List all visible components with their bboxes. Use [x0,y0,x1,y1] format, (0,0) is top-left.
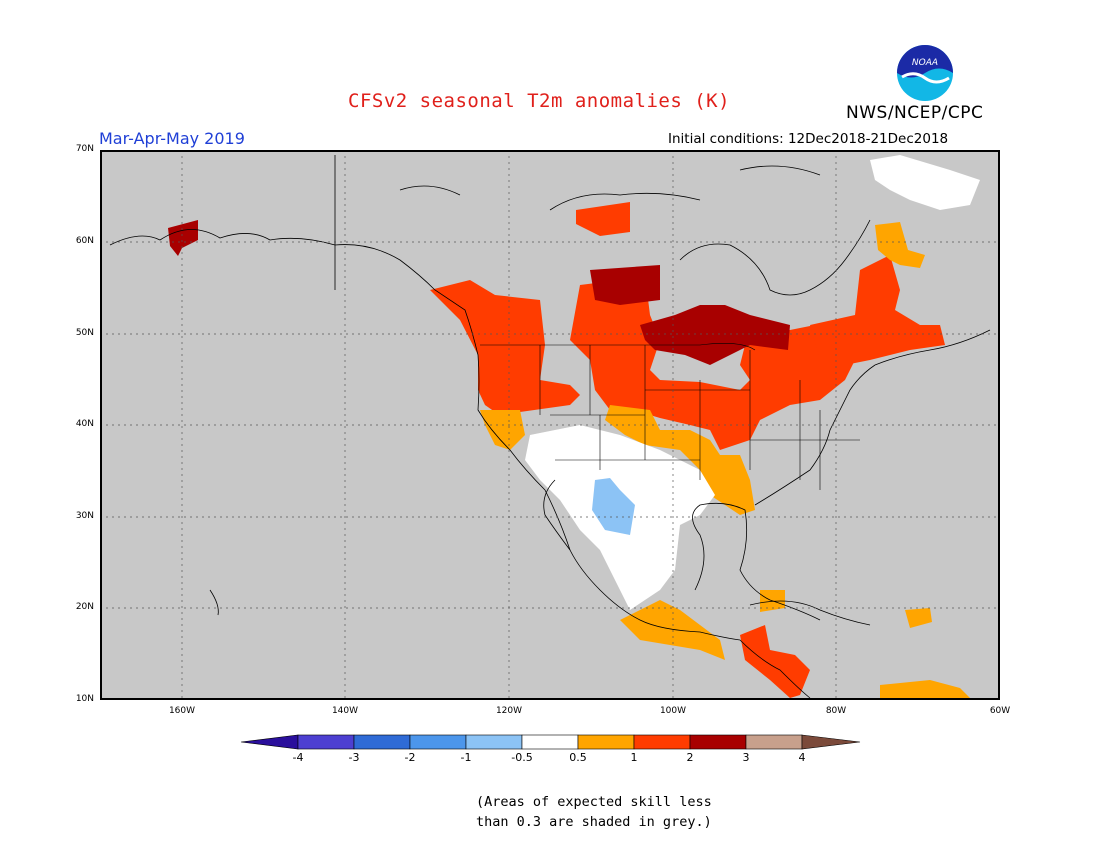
colorbar-swatch [353,734,411,750]
skill-note-line-2: than 0.3 are shaded in grey.) [476,814,712,830]
initial-conditions: Initial conditions: 12Dec2018-21Dec2018 [668,131,949,147]
map-frame [100,150,1000,700]
patch-alaska [168,220,198,256]
patch-hudson [576,202,630,236]
lat-label-40: 40N [75,419,94,429]
patch-caribbean [905,608,932,628]
lat-label-20: 20N [75,602,94,612]
skill-note: (Areas of expected skill less than 0.3 a… [476,792,712,832]
lat-label-10: 10N [75,694,94,704]
colorbar-swatch [297,734,355,750]
colorbar-swatch [745,734,803,750]
colorbar-tick-label: -4 [292,751,304,764]
forecast-period: Mar-Apr-May 2019 [99,129,245,148]
colorbar-tick-label: -0.5 [511,751,533,764]
colorbar-swatch [801,734,861,750]
colorbar-swatches [240,734,861,750]
patch-central-america [740,625,810,698]
colorbar-tick-label: -3 [348,751,360,764]
patch-cold [592,478,635,535]
skill-note-line-1: (Areas of expected skill less [476,794,712,810]
patch-mexico [620,600,725,660]
colorbar-swatch [633,734,691,750]
colorbar-swatch [465,734,523,750]
lat-label-30: 30N [75,511,94,521]
patch-plains-dark [640,305,790,365]
patch-west-orange [480,410,525,450]
patch-northwest [430,280,580,412]
colorbar-swatch [409,734,467,750]
patch-manitoba-dark [590,265,660,305]
lon-label-160w: 160W [168,706,196,716]
graticule [100,150,1000,700]
anomaly-map [100,150,1000,700]
lat-label-60: 60N [75,236,94,246]
state-borders [480,343,860,490]
anomaly-shading [168,155,980,698]
colorbar-swatch [689,734,747,750]
agency-label: NWS/NCEP/CPC [846,103,984,123]
noaa-logo: NOAA [895,43,955,103]
patch-labrador [875,222,925,268]
colorbar-tick-label: -1 [460,751,472,764]
patch-southern-orange [605,405,755,515]
lon-label-60w: 60W [989,706,1011,716]
lat-label-70: 70N [75,144,94,154]
colorbar-swatch [577,734,635,750]
patch-quebec [810,255,945,365]
lat-label-50: 50N [75,328,94,338]
colorbar-tick-label: 1 [630,751,638,764]
lon-label-80w: 80W [825,706,847,716]
lon-label-120w: 120W [495,706,523,716]
colorbar-swatch [240,734,299,750]
lon-label-140w: 140W [331,706,359,716]
patch-venezuela [880,680,970,698]
patch-central [570,275,860,450]
lon-label-100w: 100W [659,706,687,716]
logo-text: NOAA [912,58,938,68]
colorbar-tick-label: -2 [404,751,416,764]
colorbar-tick-label: 3 [742,751,750,764]
colorbar-tick-label: 2 [686,751,694,764]
page-title: CFSv2 seasonal T2m anomalies (K) [348,90,731,112]
patch-greenland [870,155,980,210]
colorbar-tick-label: 4 [798,751,806,764]
colorbar-swatch [521,734,579,750]
coastlines [109,155,991,699]
colorbar-tick-label: 0.5 [569,751,587,764]
colorbar [240,734,861,750]
